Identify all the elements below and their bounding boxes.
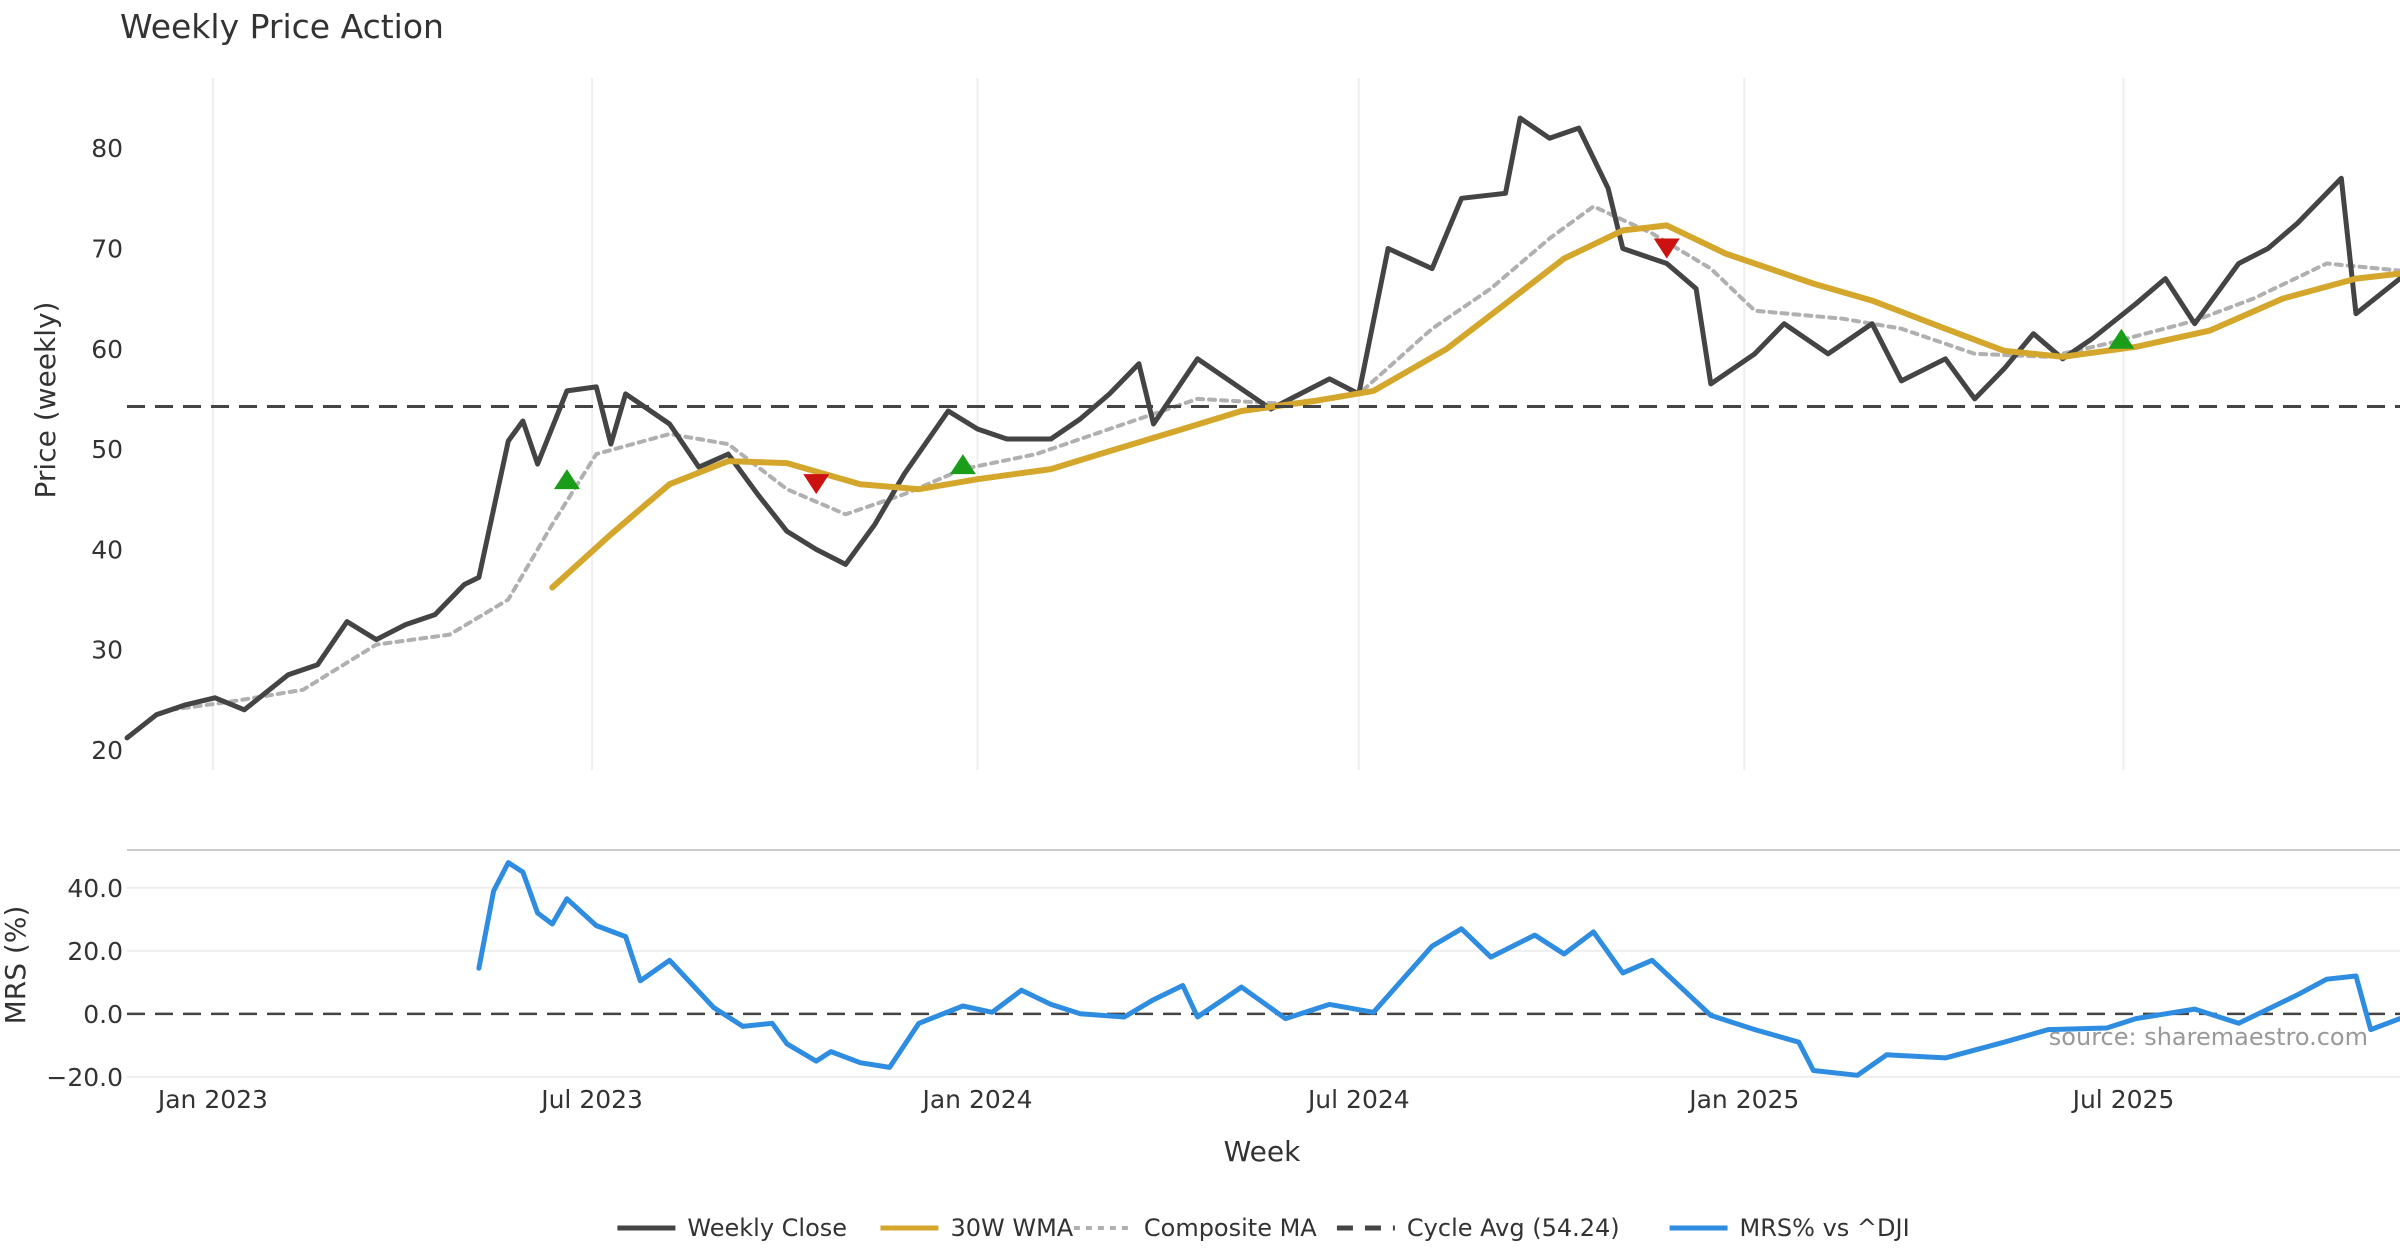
legend-label: Weekly Close <box>687 1214 847 1242</box>
mrs-y-tick-label: 0.0 <box>83 1000 123 1029</box>
price-y-tick-label: 20 <box>91 736 123 765</box>
legend-label: Cycle Avg (54.24) <box>1407 1214 1620 1242</box>
buy-signal-marker-0 <box>553 469 580 490</box>
price-y-tick-label: 60 <box>91 335 123 364</box>
legend-item-mrs-vs-dji: MRS% vs ^DJI <box>1669 1214 1910 1242</box>
legend-item-30w-wma: 30W WMA <box>880 1214 1074 1242</box>
x-tick-label: Jan 2025 <box>1687 1085 1799 1114</box>
x-tick-label: Jan 2023 <box>156 1085 268 1114</box>
series-30w-wma <box>549 222 2400 591</box>
signal-markers <box>553 238 2135 495</box>
price-y-tick-label: 40 <box>91 535 123 564</box>
legend-label: MRS% vs ^DJI <box>1740 1214 1910 1242</box>
price-y-tick-label: 80 <box>91 134 123 163</box>
price-grid <box>211 78 2125 770</box>
legend-item-cycle-avg-54-24: Cycle Avg (54.24) <box>1336 1214 1620 1242</box>
x-ticks: Jan 2023 Jul 2023 Jan 2024 Jul 2024 Jan 2025… <box>156 1085 2174 1114</box>
legend-item-composite-ma: Composite MA <box>1073 1214 1317 1242</box>
sell-signal-marker-1 <box>803 474 830 495</box>
x-tick-label: Jul 2025 <box>2071 1085 2175 1114</box>
legend-label: 30W WMA <box>950 1214 1073 1242</box>
x-tick-label: Jul 2024 <box>1306 1085 1410 1114</box>
buy-signal-marker-4 <box>2108 328 2135 349</box>
mrs-y-tick-label: 20.0 <box>67 937 123 966</box>
buy-signal-marker-2 <box>949 454 976 475</box>
x-tick-label: Jan 2024 <box>920 1085 1032 1114</box>
chart-title: Weekly Price Action <box>120 7 444 46</box>
mrs-y-tick-label: −20.0 <box>46 1063 123 1092</box>
price-y-tick-label: 30 <box>91 636 123 665</box>
mrs-grid <box>127 886 2400 1078</box>
mrs-y-ticks: 40.0 20.0 0.0 −20.0 <box>46 874 123 1092</box>
legend-label: Composite MA <box>1144 1214 1317 1242</box>
series-mrs-vs-dji <box>476 860 2400 1078</box>
sell-signal-marker-3 <box>1653 238 1680 259</box>
mrs-axis-label: MRS (%) <box>0 906 32 1025</box>
legend-item-weekly-close: Weekly Close <box>617 1214 847 1242</box>
x-tick-label: Jul 2023 <box>539 1085 643 1114</box>
series-weekly-close <box>124 115 2400 741</box>
legend: Weekly Close 30W WMA Composite MA Cycle Avg… <box>617 1214 1910 1242</box>
x-axis-label: Week <box>1224 1135 1301 1168</box>
mrs-series <box>127 860 2400 1078</box>
mrs-y-tick-label: 40.0 <box>67 874 123 903</box>
price-y-ticks: 20 30 40 50 60 70 80 <box>91 134 123 765</box>
price-axis-label: Price (weekly) <box>29 302 62 499</box>
price-series <box>124 115 2400 741</box>
price-y-tick-label: 50 <box>91 435 123 464</box>
price-y-tick-label: 70 <box>91 234 123 263</box>
